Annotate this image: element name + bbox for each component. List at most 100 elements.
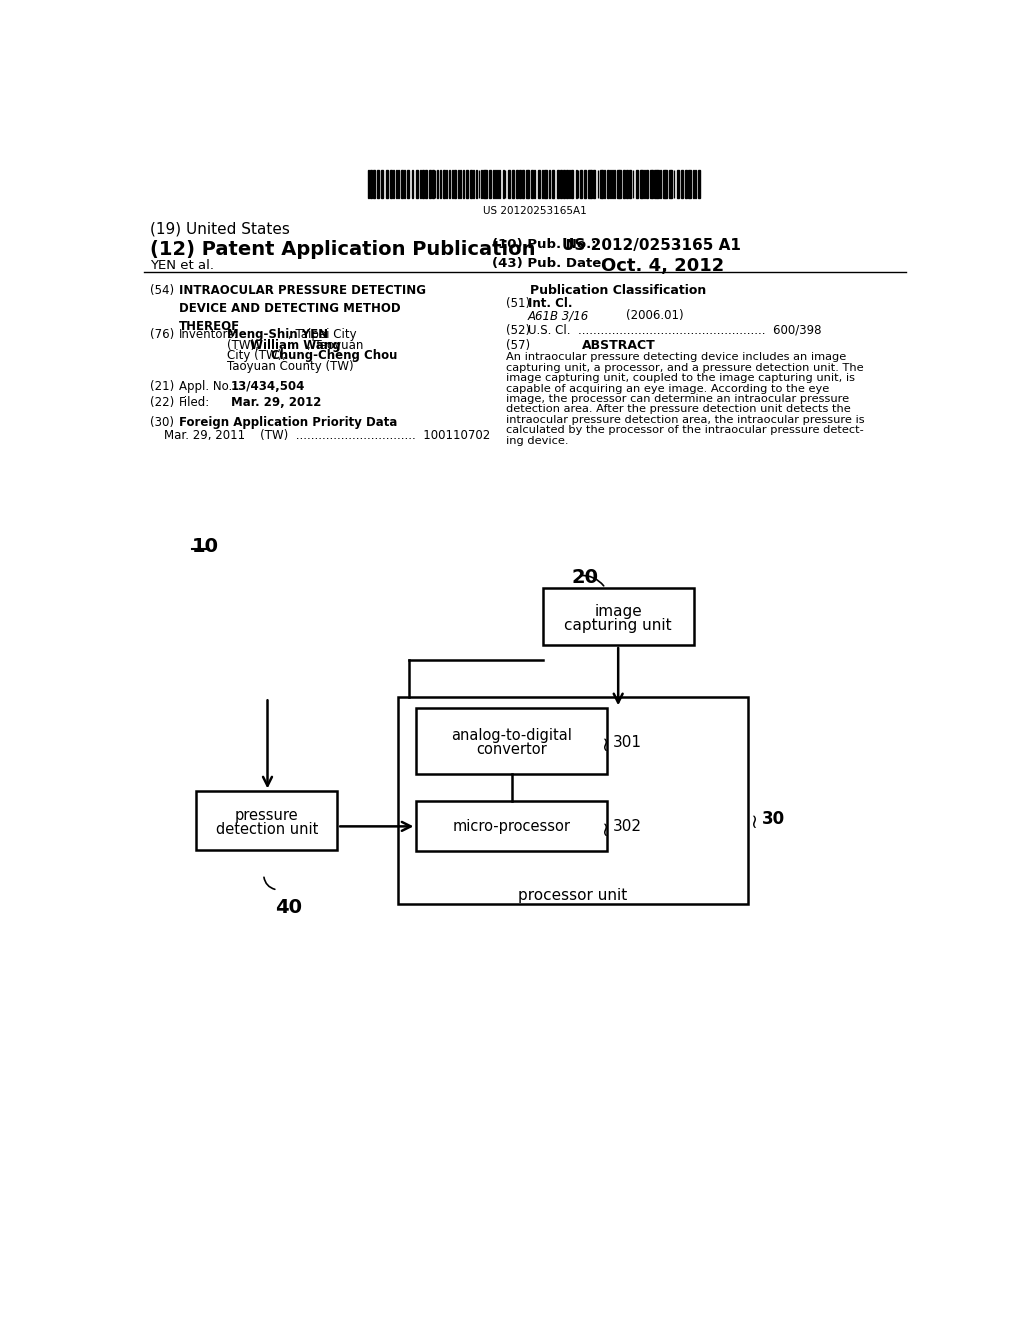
Bar	[669, 170, 671, 198]
Text: (43) Pub. Date:: (43) Pub. Date:	[493, 257, 607, 271]
Bar	[466, 170, 468, 198]
Bar	[538, 170, 540, 198]
Text: image capturing unit, coupled to the image capturing unit, is: image capturing unit, coupled to the ima…	[506, 374, 855, 383]
Text: calculated by the processor of the intraocular pressure detect-: calculated by the processor of the intra…	[506, 425, 864, 436]
Text: pressure: pressure	[234, 808, 299, 822]
Text: 40: 40	[275, 898, 302, 916]
Bar	[575, 170, 577, 198]
Bar	[677, 170, 679, 198]
Text: , Taipei City: , Taipei City	[289, 327, 357, 341]
Text: (2006.01): (2006.01)	[627, 309, 684, 322]
Text: U.S. Cl.  ..................................................  600/398: U.S. Cl. ...............................…	[528, 323, 821, 337]
Text: ABSTRACT: ABSTRACT	[582, 339, 655, 351]
Text: , Taoyuan: , Taoyuan	[307, 339, 364, 351]
Bar	[563, 170, 565, 198]
Bar	[417, 708, 607, 774]
Bar	[549, 170, 550, 198]
Bar	[508, 170, 510, 198]
Text: image, the processor can determine an intraocular pressure: image, the processor can determine an in…	[506, 395, 849, 404]
Text: (10) Pub. No.:: (10) Pub. No.:	[493, 239, 597, 252]
Text: detection unit: detection unit	[215, 821, 317, 837]
Text: 30: 30	[762, 810, 785, 828]
Text: US 20120253165A1: US 20120253165A1	[483, 206, 587, 216]
Bar	[386, 170, 388, 198]
Bar	[652, 170, 653, 198]
Bar	[566, 170, 568, 198]
Text: US 2012/0253165 A1: US 2012/0253165 A1	[562, 239, 741, 253]
Text: ~: ~	[596, 734, 614, 750]
Text: Foreign Application Priority Data: Foreign Application Priority Data	[179, 416, 397, 429]
Bar	[397, 697, 748, 904]
Bar	[640, 170, 641, 198]
Bar	[370, 170, 372, 198]
Bar	[482, 170, 484, 198]
Bar	[400, 170, 402, 198]
Bar	[416, 170, 418, 198]
Text: A61B 3/16: A61B 3/16	[528, 309, 589, 322]
Text: Filed:: Filed:	[179, 396, 210, 409]
Bar	[593, 170, 595, 198]
Text: processor unit: processor unit	[518, 888, 628, 903]
Text: ,: ,	[351, 350, 355, 363]
Text: (76): (76)	[150, 327, 174, 341]
Bar	[425, 170, 427, 198]
Bar	[685, 170, 687, 198]
Bar	[398, 170, 399, 198]
Bar	[395, 170, 397, 198]
Bar	[495, 170, 496, 198]
Bar	[429, 170, 431, 198]
Text: Meng-Shin YEN: Meng-Shin YEN	[227, 327, 329, 341]
Bar	[589, 170, 591, 198]
Bar	[602, 170, 603, 198]
Bar	[197, 792, 337, 850]
Text: Mar. 29, 2012: Mar. 29, 2012	[231, 396, 322, 409]
Bar	[698, 170, 700, 198]
Bar	[571, 170, 573, 198]
Text: analog-to-digital: analog-to-digital	[452, 729, 572, 743]
Bar	[646, 170, 648, 198]
Bar	[606, 170, 609, 198]
Text: 10: 10	[191, 537, 218, 556]
Text: An intraocular pressure detecting device includes an image: An intraocular pressure detecting device…	[506, 352, 847, 363]
Text: 302: 302	[613, 820, 642, 834]
Bar	[629, 170, 631, 198]
Bar	[516, 170, 518, 198]
Text: Publication Classification: Publication Classification	[530, 284, 707, 297]
Bar	[390, 170, 392, 198]
Bar	[560, 170, 561, 198]
Bar	[688, 170, 690, 198]
Text: Appl. No.:: Appl. No.:	[179, 380, 237, 393]
Bar	[557, 170, 559, 198]
Bar	[600, 170, 601, 198]
Text: (51): (51)	[506, 297, 530, 310]
Text: micro-processor: micro-processor	[453, 818, 570, 834]
Bar	[373, 170, 375, 198]
Bar	[519, 170, 521, 198]
Text: (57): (57)	[506, 339, 530, 351]
Text: Chung-Cheng Chou: Chung-Cheng Chou	[271, 350, 397, 363]
Bar	[470, 170, 472, 198]
Text: ing device.: ing device.	[506, 436, 568, 446]
Text: (21): (21)	[150, 380, 174, 393]
Bar	[623, 170, 626, 198]
Bar	[463, 170, 464, 198]
Text: (52): (52)	[506, 323, 530, 337]
Bar	[377, 170, 379, 198]
Bar	[580, 170, 582, 198]
Text: capable of acquiring an eye image. According to the eye: capable of acquiring an eye image. Accor…	[506, 384, 829, 393]
Bar	[522, 170, 523, 198]
Bar	[663, 170, 665, 198]
Text: capturing unit, a processor, and a pressure detection unit. The: capturing unit, a processor, and a press…	[506, 363, 864, 372]
Text: William Wang: William Wang	[251, 339, 341, 351]
Bar	[475, 170, 477, 198]
Bar	[612, 170, 613, 198]
Bar	[493, 170, 494, 198]
Bar	[552, 170, 554, 198]
Bar	[620, 170, 621, 198]
Bar	[584, 170, 586, 198]
Bar	[544, 170, 547, 198]
Bar	[636, 170, 638, 198]
Bar	[442, 170, 444, 198]
Text: 20: 20	[571, 568, 598, 587]
Text: Inventors:: Inventors:	[179, 327, 239, 341]
